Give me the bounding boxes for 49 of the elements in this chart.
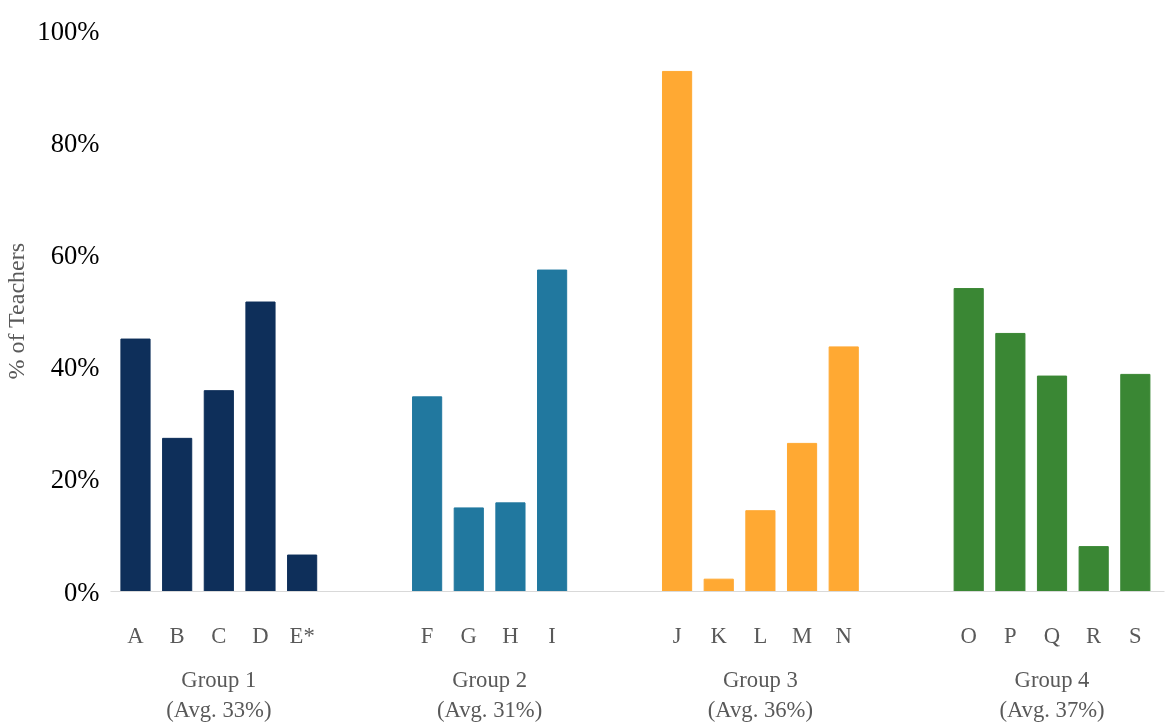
text: Group 4 (Avg. 37%): [999, 666, 1105, 722]
y-tick-label: 100%: [37, 15, 100, 46]
y-tick-label: 60%: [50, 239, 100, 270]
x-tick-label: L: [753, 622, 768, 648]
x-tick-label: G: [460, 622, 477, 648]
bar: [1120, 373, 1151, 592]
text: Group 2 (Avg. 31%): [436, 666, 543, 722]
x-tick-label: F: [420, 622, 434, 648]
text: Group 1 (Avg. 33%): [166, 666, 272, 722]
x-tick-label: B: [169, 622, 185, 648]
x-tick-label: D: [252, 622, 269, 648]
bar: [245, 301, 276, 592]
bar: [120, 338, 151, 592]
bar: [495, 502, 526, 592]
x-tick-label: Q: [1043, 622, 1061, 648]
bar: [745, 510, 776, 592]
bar: [1078, 546, 1109, 592]
text: Group 3 (Avg. 36%): [707, 666, 814, 722]
x-tick-label: I: [548, 622, 556, 648]
x-tick-label: H: [502, 622, 519, 648]
bar: [1036, 375, 1068, 592]
bar: [703, 578, 734, 592]
bar: [995, 332, 1026, 592]
x-tick-label: A: [127, 622, 145, 648]
y-tick-label: 80%: [50, 127, 100, 158]
y-tick-label: 0%: [63, 576, 100, 607]
x-tick-label: S: [1129, 622, 1142, 648]
x-tick-label: M: [791, 622, 813, 648]
bar: [828, 346, 859, 592]
bar: [453, 507, 484, 592]
x-tick-label: K: [710, 622, 728, 648]
bar: [662, 70, 693, 592]
bar: [412, 396, 443, 592]
bar: [537, 269, 568, 592]
x-tick-label: P: [1004, 622, 1017, 648]
bar: [162, 437, 193, 592]
x-tick-label: C: [211, 622, 227, 648]
x-tick-label: E*: [289, 622, 315, 648]
x-tick-label: O: [960, 622, 977, 648]
x-tick-label: R: [1086, 622, 1103, 648]
x-tick-label: J: [672, 622, 682, 648]
y-tick-label: 40%: [50, 352, 100, 383]
x-tick-label: N: [835, 622, 852, 648]
bar: [287, 554, 318, 592]
y-tick-label: 20%: [50, 464, 100, 495]
y-axis-title: % of Teachers: [3, 242, 30, 380]
bar: [953, 288, 984, 592]
bar: [203, 390, 234, 592]
bar: [786, 442, 818, 592]
